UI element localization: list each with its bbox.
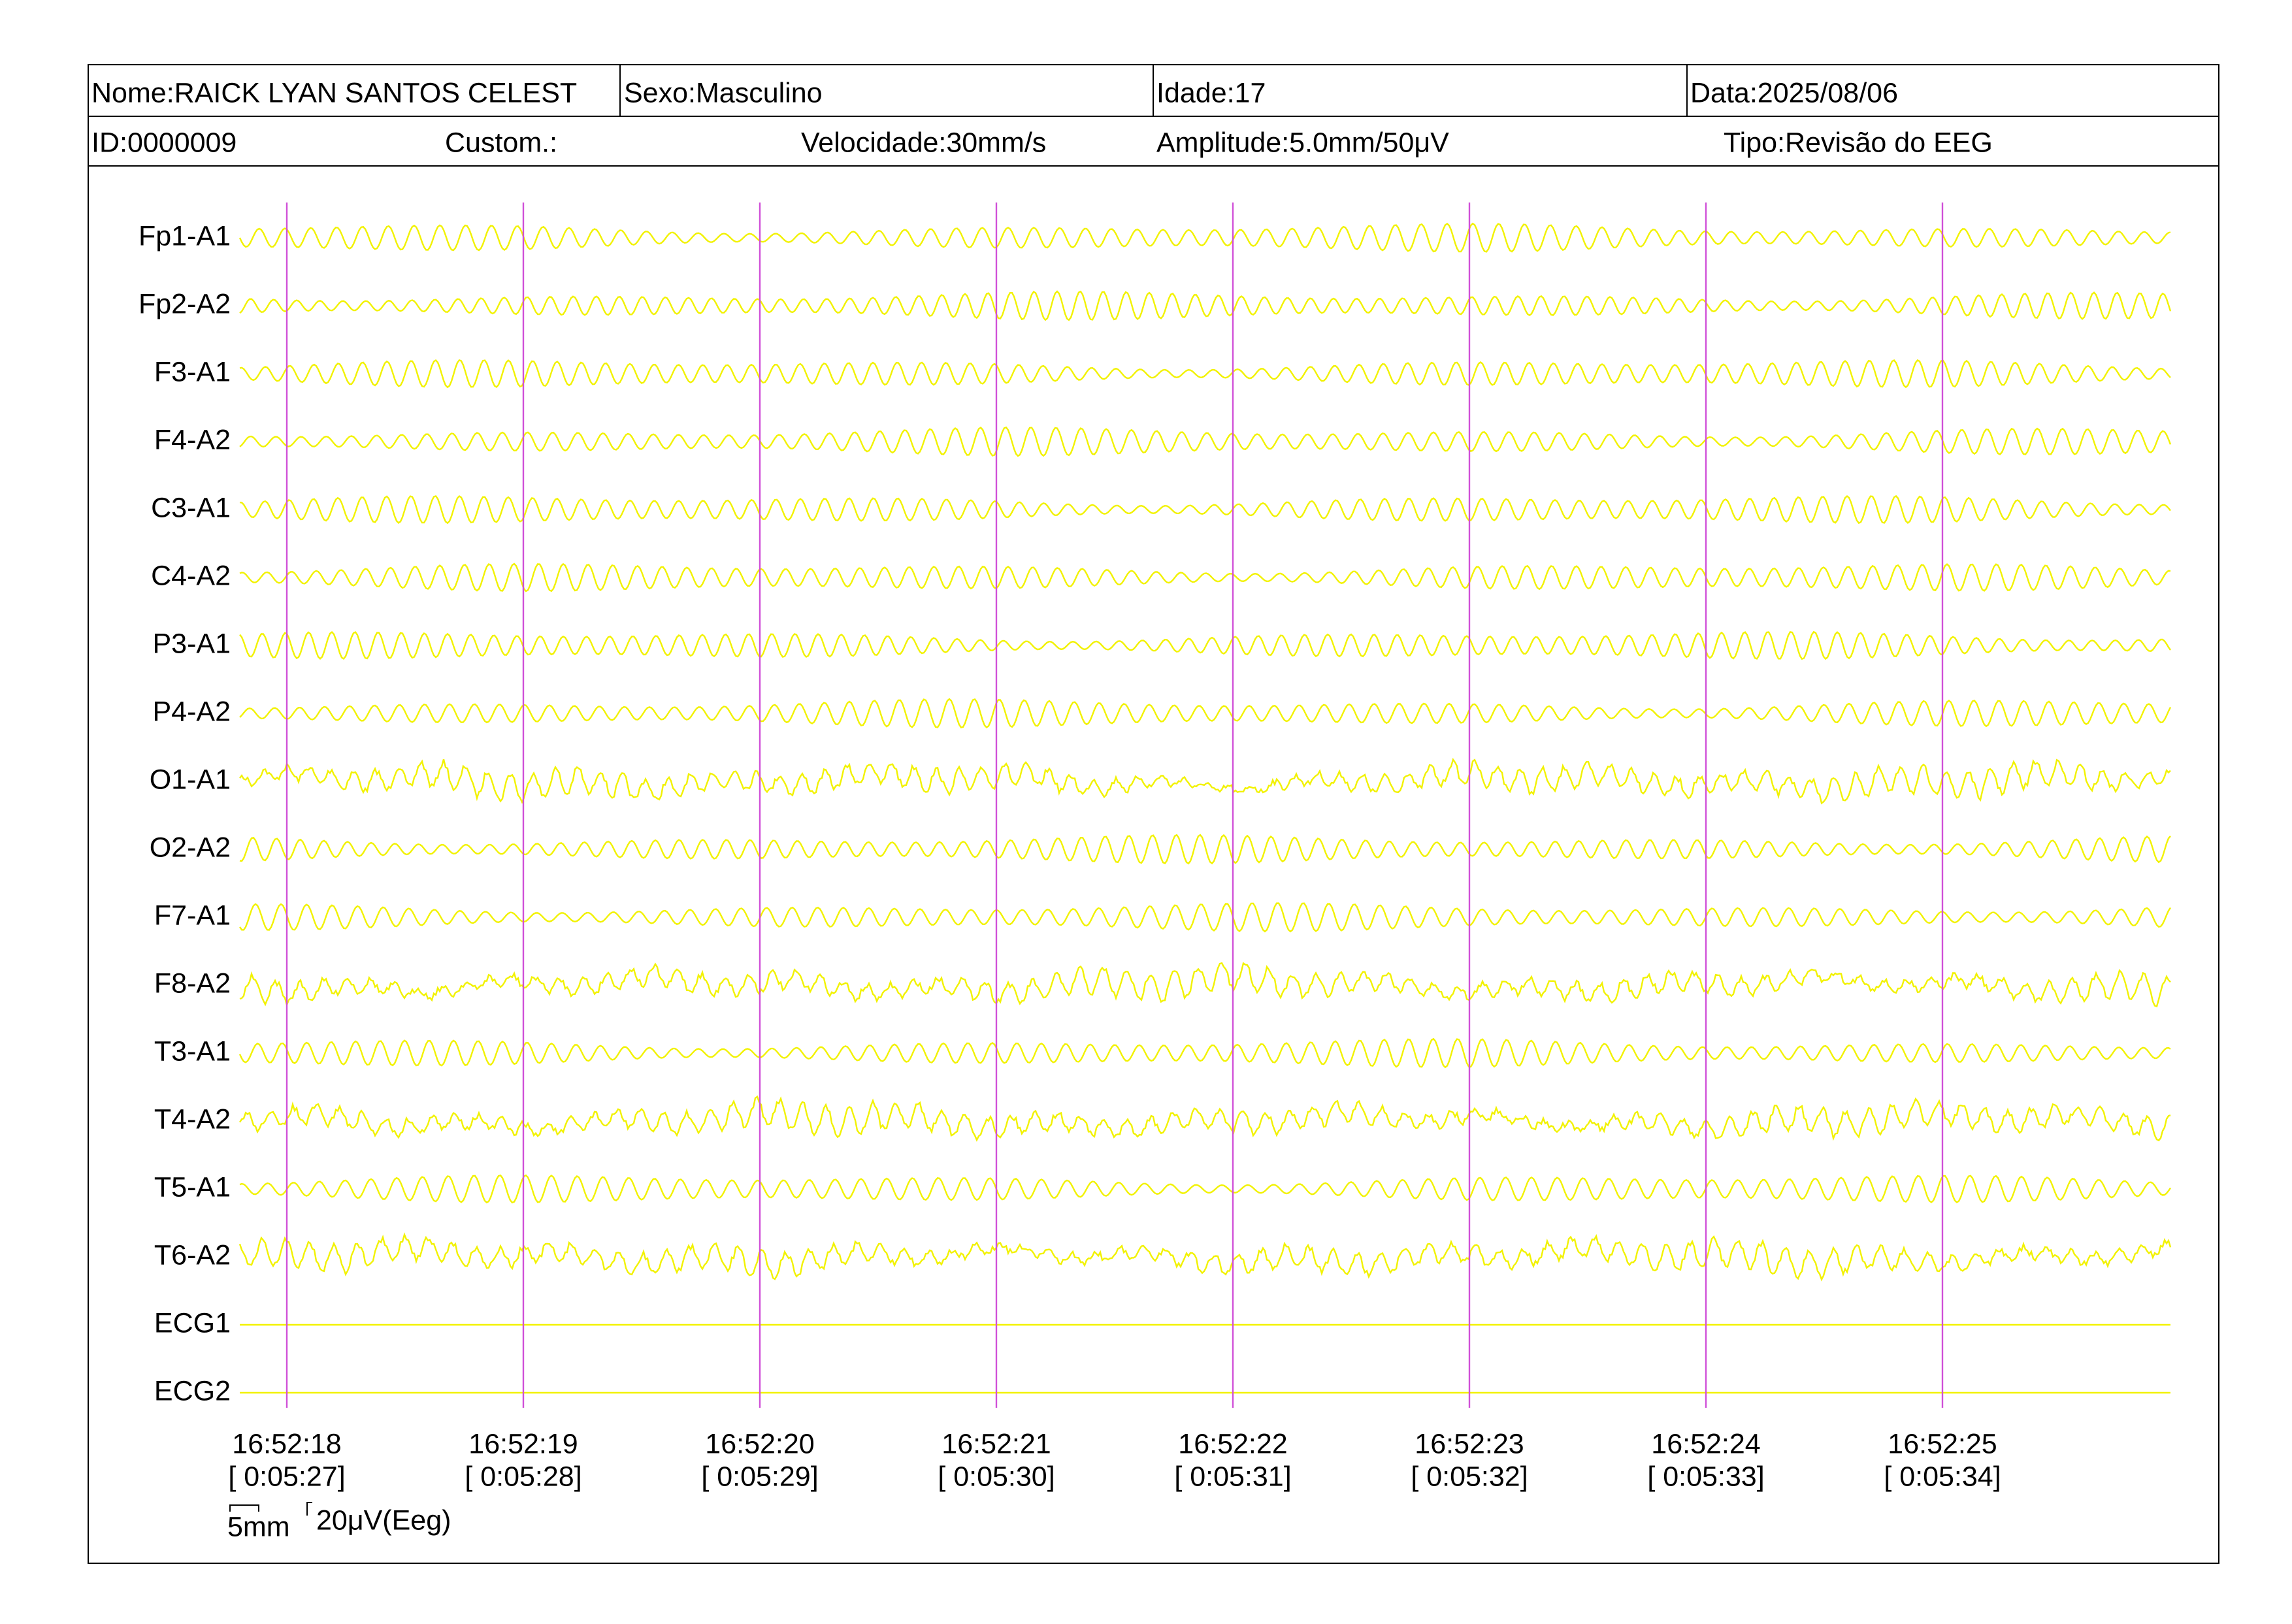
scale-bar [229,1504,259,1512]
eeg-trace [239,757,2171,805]
time-label: 16:52:21 [941,1428,1051,1459]
eeg-trace [239,698,2172,729]
eeg-trace [238,1037,2171,1069]
eeg-trace [239,630,2171,660]
elapsed-label: [ 0:05:33] [1647,1461,1764,1492]
channel-label: ECG1 [154,1307,231,1339]
scale-amplitude-bar [306,1502,312,1516]
time-label: 16:52:22 [1178,1428,1287,1459]
channel-label: F7-A1 [154,900,231,931]
channel-label: C4-A2 [151,560,231,591]
channel-label: F3-A1 [154,356,231,387]
eeg-trace [239,562,2171,593]
eeg-trace [239,359,2171,389]
elapsed-label: [ 0:05:27] [228,1461,345,1492]
channel-label: F4-A2 [154,424,231,455]
channel-label: Fp2-A2 [139,288,231,319]
channel-label: P4-A2 [152,696,231,727]
elapsed-label: [ 0:05:28] [465,1461,581,1492]
eeg-trace [239,495,2171,525]
channel-label: T5-A1 [154,1171,231,1203]
time-label: 16:52:18 [232,1428,341,1459]
header-field: Tipo:Revisão do EEG [1724,127,1993,158]
eeg-trace [239,426,2172,457]
header-field: Data:2025/08/06 [1690,77,1898,108]
channel-label: ECG2 [154,1375,231,1406]
time-label: 16:52:24 [1651,1428,1760,1459]
channel-label: O2-A2 [150,832,231,863]
time-label: 16:52:19 [468,1428,578,1459]
elapsed-label: [ 0:05:34] [1884,1461,2001,1492]
channel-label: O1-A1 [150,764,231,795]
header-field: Custom.: [445,127,557,158]
eeg-trace [239,290,2172,321]
eeg-trace [238,222,2171,253]
channel-label: C3-A1 [151,492,231,523]
eeg-trace [238,1095,2171,1142]
elapsed-label: [ 0:05:31] [1174,1461,1291,1492]
channel-label: F8-A2 [154,967,231,999]
time-label: 16:52:20 [705,1428,814,1459]
channel-label: T4-A2 [154,1103,231,1135]
frame [88,64,2219,1564]
header-field: Idade:17 [1156,77,1266,108]
eeg-trace [239,834,2171,865]
eeg-trace [239,1174,2171,1204]
header-field: ID:0000009 [91,127,237,158]
elapsed-label: [ 0:05:30] [938,1461,1055,1492]
scale-amplitude: 20μV(Eeg) [316,1504,451,1536]
header-field: Nome:RAICK LYAN SANTOS CELEST [91,77,577,108]
header-field: Velocidade:30mm/s [801,127,1046,158]
channel-label: T3-A1 [154,1035,231,1067]
scale-length: 5mm [227,1511,290,1542]
channel-label: T6-A2 [154,1239,231,1271]
elapsed-label: [ 0:05:32] [1411,1461,1528,1492]
eeg-trace [238,1232,2172,1282]
header-field: Sexo:Masculino [624,77,823,108]
header-field: Amplitude:5.0mm/50μV [1156,127,1449,158]
channel-label: Fp1-A1 [139,220,231,252]
eeg-trace [239,962,2171,1008]
channel-label: P3-A1 [152,628,231,659]
eeg-trace [239,902,2172,933]
time-label: 16:52:25 [1888,1428,1997,1459]
time-label: 16:52:23 [1415,1428,1524,1459]
elapsed-label: [ 0:05:29] [701,1461,818,1492]
